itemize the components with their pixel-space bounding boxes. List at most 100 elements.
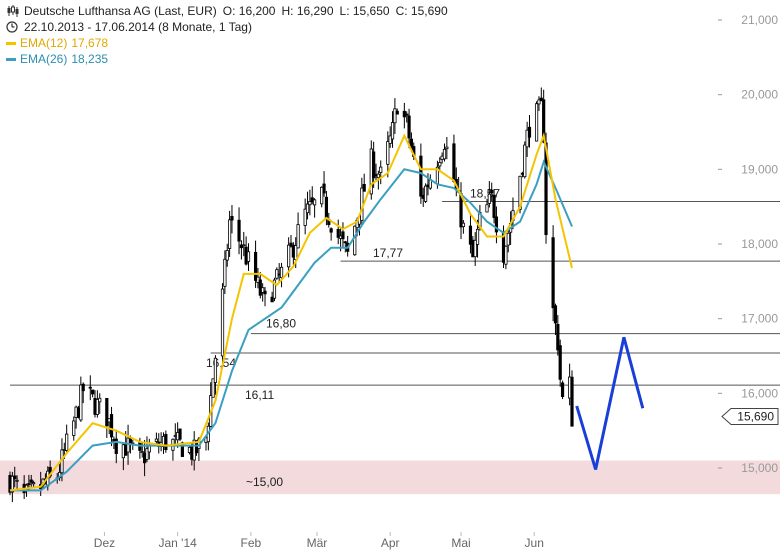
candle-body [558, 345, 562, 380]
y-tick-label: 15,000 [741, 461, 778, 475]
last-price-label: 15,690 [737, 409, 774, 423]
candle-body [13, 475, 17, 480]
candle-body [65, 433, 69, 451]
candle-body [379, 166, 383, 173]
candle-body [303, 208, 307, 226]
candle-body [534, 103, 539, 142]
level-label: 18,57 [470, 186, 500, 200]
candle-body [270, 296, 274, 303]
ema12-label: EMA(12) [20, 36, 68, 50]
candle-body [126, 437, 130, 453]
candle-body [461, 222, 465, 227]
candle-body [109, 414, 114, 438]
candle-body [390, 122, 395, 140]
candle-body [228, 219, 232, 249]
candle-body [27, 483, 31, 485]
candle-body [372, 151, 376, 179]
candle-body [29, 479, 33, 483]
candle-body [523, 144, 527, 178]
candle-body [289, 242, 293, 247]
close-value: C: 15,690 [395, 4, 448, 18]
y-tick-label: 17,000 [741, 312, 778, 326]
candle-body [242, 244, 246, 247]
level-label: 16,80 [266, 317, 296, 331]
candle-body [246, 251, 251, 262]
high-value: H: 16,290 [281, 4, 334, 18]
candle-body [556, 324, 560, 351]
candle-body [10, 475, 14, 493]
y-tick-label: 19,000 [741, 162, 778, 176]
header-date-row: 22.10.2013 - 17.06.2014 (8 Monate, 1 Tag… [6, 19, 448, 35]
candle-body [492, 194, 496, 218]
candle-body [553, 305, 558, 324]
candle-body [239, 244, 244, 249]
y-tick-label: 20,000 [741, 88, 778, 102]
clock-icon [6, 21, 18, 33]
ema26-swatch [6, 57, 16, 61]
candle-body [95, 399, 99, 415]
open-value: O: 16,200 [222, 4, 276, 18]
candle-body [98, 397, 102, 403]
candle-body [518, 175, 522, 210]
ema26-label: EMA(26) [20, 52, 68, 66]
y-tick-label: 16,000 [741, 386, 778, 400]
candle-body [376, 173, 380, 179]
candle-body [393, 108, 397, 124]
level-label: 16,11 [245, 388, 274, 402]
candle-body [145, 448, 149, 460]
candle-body [419, 155, 423, 197]
candle-body [490, 189, 494, 194]
x-tick-label: Dez [94, 536, 115, 550]
x-tick-label: Mai [451, 536, 470, 550]
candle-body [88, 386, 92, 389]
candle-body [341, 231, 345, 240]
candle-body [211, 378, 215, 398]
candle-body [329, 228, 333, 233]
y-tick-label: 21,000 [741, 13, 778, 27]
candle-body [154, 438, 159, 442]
candle-body [305, 203, 310, 214]
candle-body [388, 135, 392, 144]
candle-body [279, 266, 284, 279]
ema12-line [9, 132, 573, 492]
support-zone [0, 460, 780, 495]
x-tick-label: Feb [241, 536, 262, 550]
candle-body [353, 225, 357, 256]
candle-body [527, 126, 532, 138]
projection-path [575, 336, 645, 470]
ema26-line [10, 159, 573, 492]
candle-body [15, 479, 19, 482]
candle-body [525, 129, 529, 148]
candle-body [261, 287, 265, 293]
candle-body [395, 110, 399, 115]
candle-body [473, 239, 477, 258]
candle-body [253, 251, 258, 281]
candle-body [313, 199, 317, 206]
candle-body [272, 279, 277, 299]
legend-ema26: EMA(26) 18,235 [6, 51, 448, 67]
candle-body [230, 215, 234, 221]
candle-body [405, 113, 409, 116]
candle-body [423, 185, 428, 202]
level-label: 17,77 [373, 246, 403, 260]
candle-body [560, 382, 565, 397]
candle-body [105, 397, 109, 427]
candle-body [322, 183, 326, 194]
candle-body [487, 193, 491, 204]
candle-body [442, 148, 447, 160]
candle-body [225, 250, 229, 261]
ema12-swatch [6, 41, 16, 45]
candle-body [237, 219, 241, 242]
y-tick-label: 18,000 [741, 237, 778, 251]
candlestick-icon [7, 5, 19, 17]
candle-body [362, 183, 366, 192]
candle-body [223, 258, 227, 287]
candle-body [72, 420, 76, 436]
chart-title: Deutsche Lufthansa AG (Last, EUR) [24, 4, 217, 18]
ema26-value: 18,235 [71, 52, 109, 66]
candle-body [468, 225, 473, 245]
candle-body [32, 482, 36, 485]
candle-body [220, 288, 225, 357]
level-label: 16,54 [206, 356, 236, 370]
